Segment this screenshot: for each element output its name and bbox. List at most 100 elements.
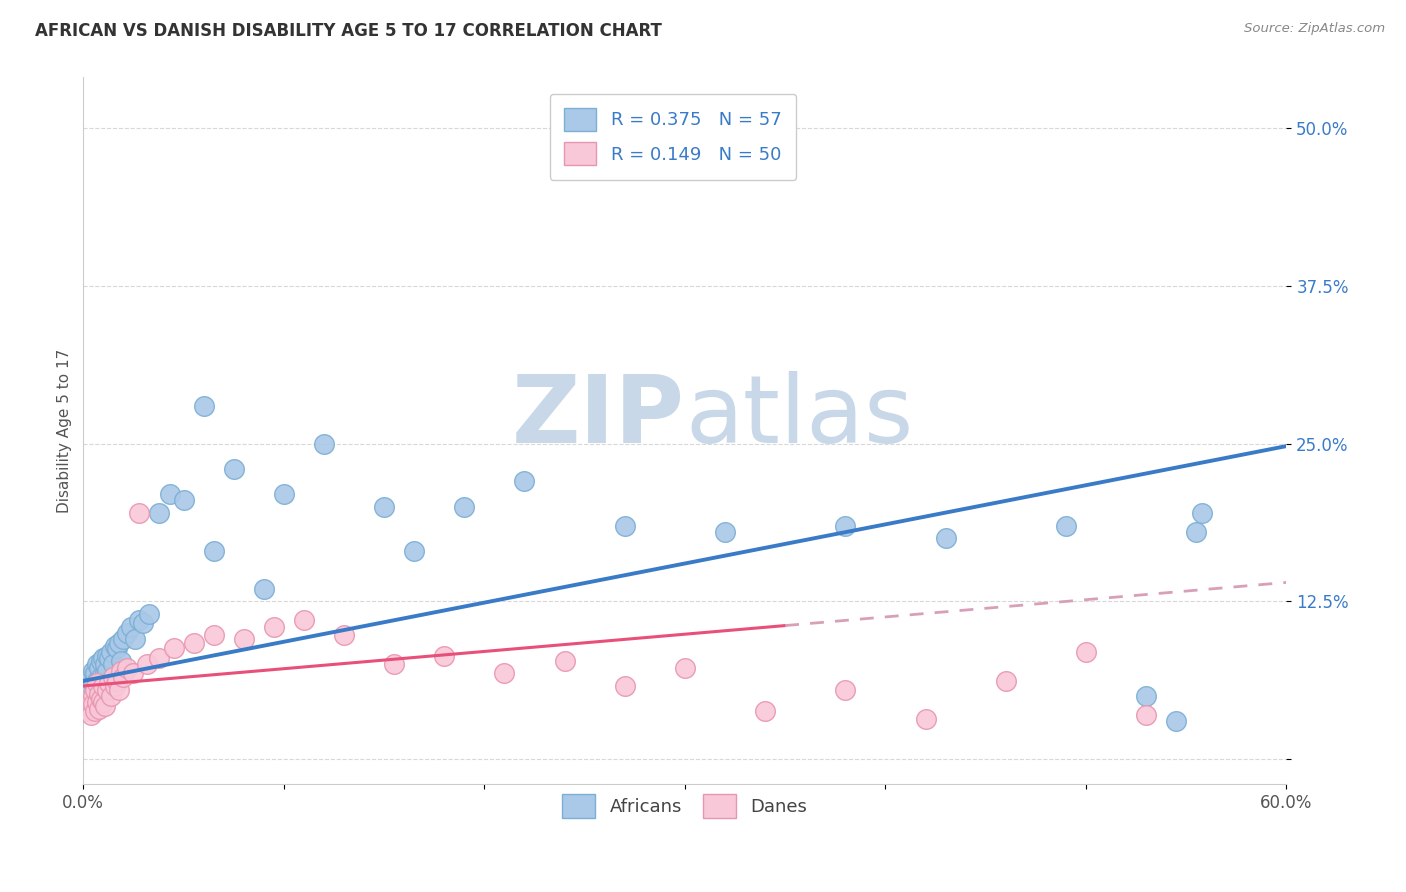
Point [105, 641, 128, 656]
Point [273, 487, 295, 501]
Point [117, 661, 139, 675]
Text: ZIP: ZIP [512, 371, 685, 463]
Point [96, 664, 118, 678]
Point [93, 679, 115, 693]
Point [1185, 524, 1208, 539]
Point [76, 682, 98, 697]
Point [82, 664, 104, 678]
Point [1135, 708, 1157, 723]
Point [98, 651, 121, 665]
Text: Source: ZipAtlas.com: Source: ZipAtlas.com [1244, 22, 1385, 36]
Point [89, 701, 111, 715]
Point [84, 666, 107, 681]
Point [82, 676, 104, 690]
Point [128, 506, 150, 520]
Point [173, 493, 195, 508]
Point [79, 691, 101, 706]
Point [148, 651, 170, 665]
Text: AFRICAN VS DANISH DISABILITY AGE 5 TO 17 CORRELATION CHART: AFRICAN VS DANISH DISABILITY AGE 5 TO 17… [35, 22, 662, 40]
Point [714, 524, 737, 539]
Point [84, 682, 107, 697]
Point [935, 531, 957, 545]
Point [108, 682, 131, 697]
Point [834, 682, 856, 697]
Point [90, 691, 112, 706]
Point [202, 628, 225, 642]
Point [222, 462, 245, 476]
Point [79, 699, 101, 714]
Point [105, 673, 128, 688]
Point [1191, 506, 1213, 520]
Point [333, 628, 356, 642]
Point [673, 661, 696, 675]
Point [90, 654, 112, 668]
Point [89, 661, 111, 675]
Point [100, 689, 122, 703]
Point [82, 689, 104, 703]
Point [513, 475, 536, 489]
Point [834, 518, 856, 533]
Point [75, 689, 97, 703]
Point [103, 670, 125, 684]
Point [453, 500, 475, 514]
Point [404, 544, 426, 558]
Point [263, 619, 285, 633]
Point [110, 654, 132, 668]
Point [613, 679, 636, 693]
Point [103, 657, 125, 672]
Point [86, 676, 108, 690]
Point [159, 487, 181, 501]
Point [117, 626, 139, 640]
Point [124, 632, 146, 647]
Point [84, 704, 107, 718]
Point [94, 666, 117, 681]
Point [994, 673, 1017, 688]
Point [93, 676, 115, 690]
Point [148, 506, 170, 520]
Point [96, 648, 118, 663]
Point [104, 639, 127, 653]
Point [162, 641, 184, 656]
Point [232, 632, 254, 647]
Point [120, 619, 142, 633]
Point [494, 666, 516, 681]
Point [90, 670, 112, 684]
Point [110, 664, 132, 678]
Point [98, 676, 121, 690]
Point [193, 399, 215, 413]
Point [100, 645, 122, 659]
Point [104, 679, 127, 693]
Point [108, 636, 131, 650]
Point [1135, 689, 1157, 703]
Point [433, 648, 456, 663]
Point [914, 712, 936, 726]
Point [1054, 518, 1077, 533]
Point [253, 582, 276, 596]
Point [75, 701, 97, 715]
Point [80, 708, 103, 723]
Point [1166, 714, 1188, 729]
Point [1074, 645, 1097, 659]
Point [136, 657, 159, 672]
Point [89, 679, 111, 693]
Point [373, 500, 395, 514]
Point [89, 687, 111, 701]
Point [93, 695, 115, 709]
Point [122, 666, 145, 681]
Point [112, 632, 135, 647]
Point [82, 697, 104, 711]
Point [202, 544, 225, 558]
Point [76, 704, 98, 718]
Point [183, 636, 205, 650]
Point [312, 436, 335, 450]
Point [292, 613, 315, 627]
Point [79, 679, 101, 693]
Point [84, 682, 107, 697]
Point [132, 615, 155, 630]
Point [80, 695, 103, 709]
Point [554, 654, 576, 668]
Point [93, 651, 115, 665]
Point [86, 657, 108, 672]
Point [112, 670, 135, 684]
Legend: Africans, Danes: Africans, Danes [555, 788, 814, 825]
